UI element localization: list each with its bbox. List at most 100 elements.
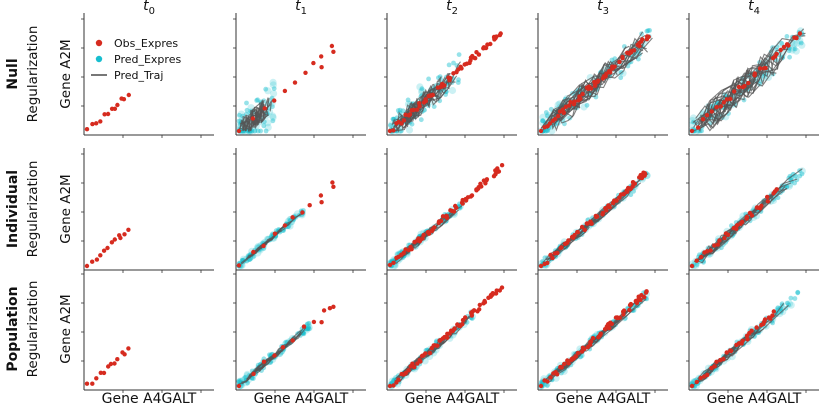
obs-expres-point <box>102 112 107 117</box>
pred-expres-point <box>775 307 780 313</box>
obs-expres-point <box>236 263 242 268</box>
pred-expres-point <box>545 128 551 134</box>
pred-expres-point <box>405 126 414 134</box>
pred-expres-point <box>797 173 803 179</box>
obs-expres-point <box>444 215 450 220</box>
obs-expres-point <box>596 78 601 83</box>
pred-expres-point <box>593 94 599 100</box>
obs-expres-point <box>458 64 463 70</box>
pred-expres-point <box>544 383 550 388</box>
pred-expres-point <box>789 175 794 181</box>
obs-expres-point <box>112 106 118 112</box>
pred-expres-point <box>701 259 706 265</box>
pred-expres-point <box>543 110 549 115</box>
obs-expres-point <box>621 312 626 317</box>
obs-expres-point <box>396 377 401 382</box>
obs-expres-point <box>742 83 747 89</box>
obs-expres-point <box>94 257 100 262</box>
obs-expres-point <box>704 249 710 254</box>
obs-expres-point <box>451 209 457 214</box>
obs-expres-point <box>122 232 127 237</box>
obs-expres-point <box>698 375 703 381</box>
x-axis-label: Gene A4GALT <box>556 391 651 407</box>
obs-expres-point <box>621 191 626 197</box>
x-axis-label: Gene A4GALT <box>102 391 197 407</box>
obs-expres-point <box>430 92 435 98</box>
pred-expres-point <box>784 34 790 39</box>
obs-expres-point <box>745 337 750 342</box>
pred-expres-point <box>304 321 312 329</box>
obs-expres-point <box>642 294 647 300</box>
pred-expres-point <box>269 78 277 86</box>
pred-expres-point <box>645 28 651 34</box>
obs-expres-point <box>771 191 776 196</box>
obs-expres-point <box>468 58 473 63</box>
obs-expres-point <box>615 315 620 321</box>
x-axis-label: Gene A4GALT <box>405 391 500 407</box>
pred-expres-point <box>694 262 700 267</box>
obs-expres-point <box>300 210 305 215</box>
panel-r0-c1 <box>233 13 366 138</box>
pred-expres-point <box>692 261 700 269</box>
obs-expres-point <box>559 365 564 370</box>
panel-r0-c4 <box>686 13 819 138</box>
obs-expres-point <box>573 354 578 359</box>
obs-expres-point <box>427 350 433 356</box>
pred-expres-point <box>456 52 462 57</box>
obs-expres-point <box>556 113 561 119</box>
obs-expres-point <box>403 247 408 252</box>
obs-expres-point <box>387 262 393 268</box>
pred-expres-point <box>647 28 652 33</box>
obs-expres-point <box>473 56 478 61</box>
obs-expres-point <box>724 350 729 355</box>
row-label-bold: Null <box>5 58 21 89</box>
obs-expres-point <box>303 70 308 76</box>
obs-expres-point <box>762 319 767 324</box>
obs-expres-point <box>108 361 114 367</box>
obs-expres-point <box>714 359 719 364</box>
row-label-bold: Individual <box>5 170 21 248</box>
pred-expres-point <box>304 321 310 327</box>
pred-expres-point <box>244 100 249 106</box>
pred-expres-point <box>794 177 800 183</box>
obs-expres-point <box>604 71 609 76</box>
pred-expres-point <box>784 184 789 190</box>
pred-expres-point <box>264 123 272 131</box>
obs-expres-point <box>319 320 324 325</box>
pred-expres-point <box>788 46 796 54</box>
obs-expres-point <box>734 226 739 232</box>
pred-traj-line <box>702 28 805 129</box>
legend-point-swatch <box>95 39 103 47</box>
obs-expres-point <box>744 214 750 220</box>
pred-traj-line <box>696 56 779 130</box>
obs-expres-point <box>497 32 503 38</box>
obs-expres-point <box>432 225 437 230</box>
pred-expres-point <box>267 352 272 358</box>
pred-expres-point <box>418 117 424 123</box>
pred-expres-point <box>405 97 411 103</box>
obs-expres-point <box>330 180 335 185</box>
pred-expres-point <box>451 60 456 66</box>
obs-expres-point <box>407 112 413 117</box>
obs-expres-point <box>568 100 573 105</box>
panel-r1-c1 <box>233 148 366 273</box>
obs-expres-point <box>575 230 580 235</box>
obs-expres-point <box>575 350 581 356</box>
obs-expres-point <box>90 121 95 127</box>
column-title: t4 <box>748 0 760 17</box>
obs-expres-point <box>689 263 695 269</box>
obs-expres-point <box>566 103 572 108</box>
pred-traj-line <box>697 75 751 127</box>
obs-expres-point <box>476 52 482 57</box>
obs-expres-point <box>319 200 324 205</box>
obs-expres-point <box>250 116 256 121</box>
pred-expres-point <box>548 127 556 135</box>
obs-expres-point <box>477 302 482 308</box>
obs-expres-point <box>479 184 484 189</box>
obs-expres-point <box>327 306 333 311</box>
pred-expres-point <box>271 86 277 91</box>
obs-expres-point <box>588 339 594 344</box>
obs-expres-point <box>598 331 603 336</box>
obs-expres-point <box>734 223 740 228</box>
obs-expres-point <box>442 83 447 88</box>
